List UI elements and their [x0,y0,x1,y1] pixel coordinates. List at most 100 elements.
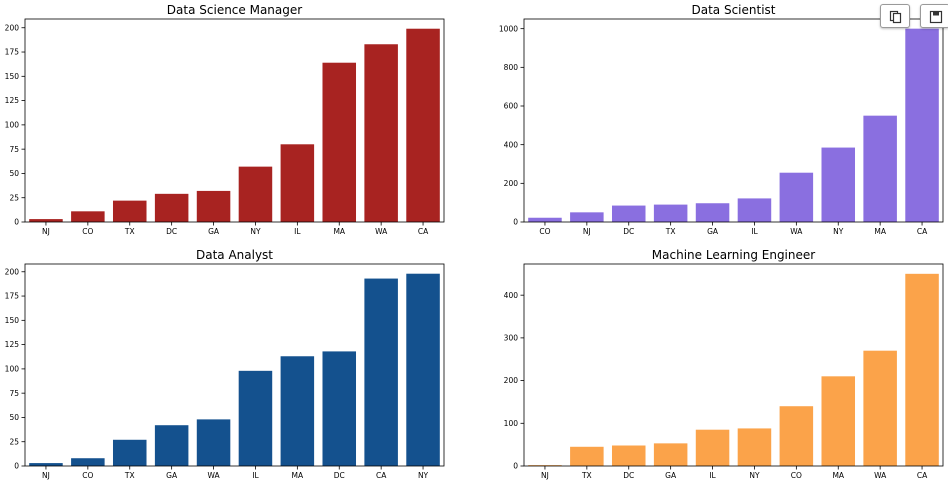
chart-title: Machine Learning Engineer [652,248,815,262]
y-tick-label: 175 [5,48,20,57]
x-tick-label: DC [623,227,634,236]
y-tick-label: 600 [504,102,519,111]
x-tick-label: IL [751,227,758,236]
bar [905,28,939,222]
bar [821,147,856,222]
bar [29,463,63,466]
x-tick-label: CA [917,471,928,480]
x-tick-label: TX [124,471,135,480]
y-tick-label: 150 [5,72,20,81]
chart-panel: Data Analyst NJ CO TX GA WA IL MA DC CA NY 0 25 50 75 1… [5,248,445,480]
bar [112,200,147,222]
x-tick-label: WA [874,471,887,480]
x-tick-label: CO [791,471,802,480]
bar [737,198,772,222]
chart-title: Data Science Manager [167,3,302,17]
y-tick-label: 150 [5,316,20,325]
bar [406,273,440,466]
y-tick-label: 25 [9,437,19,446]
bar [322,351,357,466]
x-tick-label: GA [208,227,220,236]
x-tick-label: IL [252,471,259,480]
bar [154,425,189,466]
y-tick-label: 125 [5,340,20,349]
x-tick-label: MA [832,471,844,480]
y-tick-label: 200 [5,267,20,276]
bar [779,406,814,466]
x-tick-label: NJ [583,227,591,236]
x-tick-label: IL [294,227,301,236]
bar [863,350,897,466]
bar [322,62,357,223]
y-tick-label: 0 [513,218,518,227]
axes-frame [523,18,944,223]
bar [196,419,231,466]
bar [821,376,856,466]
x-tick-label: NY [250,227,261,236]
y-tick-label: 75 [9,389,19,398]
copy-button[interactable] [880,4,910,28]
x-tick-label: NJ [42,471,50,480]
x-tick-label: TX [581,471,592,480]
x-tick-label: TX [665,227,676,236]
bar [653,443,688,466]
bar [71,458,105,466]
y-tick-label: 200 [5,23,20,32]
bar [238,166,273,222]
x-tick-label: DC [166,227,177,236]
x-tick-label: NY [749,471,760,480]
bar [196,190,231,222]
bar [406,28,440,222]
bar [364,278,398,466]
y-tick-label: 100 [5,364,20,373]
y-tick-label: 125 [5,96,20,105]
y-tick-label: 0 [14,218,19,227]
chart-title: Data Analyst [196,248,273,262]
y-tick-label: 100 [504,419,519,428]
x-tick-label: MA [333,227,345,236]
x-tick-label: WA [207,471,220,480]
bar [905,273,939,466]
bar [71,211,105,222]
x-tick-label: GA [665,471,677,480]
save-button[interactable] [920,4,948,28]
bar [611,445,646,466]
x-tick-label: MA [874,227,886,236]
x-tick-label: GA [707,227,719,236]
x-tick-label: NY [418,471,429,480]
bar [570,446,604,466]
bar [528,217,562,222]
x-tick-label: CA [917,227,928,236]
x-tick-label: TX [124,227,135,236]
bar [238,370,273,466]
x-tick-label: WA [375,227,388,236]
axes-frame [523,263,944,467]
bar [779,172,814,222]
x-tick-label: NJ [42,227,50,236]
x-tick-label: CO [539,227,550,236]
x-tick-label: DC [623,471,634,480]
y-tick-label: 175 [5,292,20,301]
save-icon [929,10,943,24]
bar [528,465,562,466]
bar [863,115,897,222]
bar [280,356,315,466]
y-tick-label: 25 [9,193,19,202]
bar [280,144,315,222]
axes-frame [24,263,445,467]
x-tick-label: GA [166,471,178,480]
x-tick-label: DC [334,471,345,480]
y-tick-label: 200 [504,179,519,188]
chart-panel: Machine Learning Engineer NJ TX DC GA IL NY CO M… [504,248,944,480]
y-tick-label: 200 [504,376,519,385]
y-tick-label: 400 [504,140,519,149]
bar [29,219,63,222]
bar [695,429,730,466]
chart-panel: Data Scientist CO NJ DC TX GA IL WA NY MA CA 0 200 40… [499,3,944,236]
x-tick-label: NY [833,227,844,236]
y-tick-label: 300 [504,333,519,342]
y-tick-label: 0 [513,462,518,471]
x-tick-label: MA [292,471,304,480]
bar [611,205,646,222]
